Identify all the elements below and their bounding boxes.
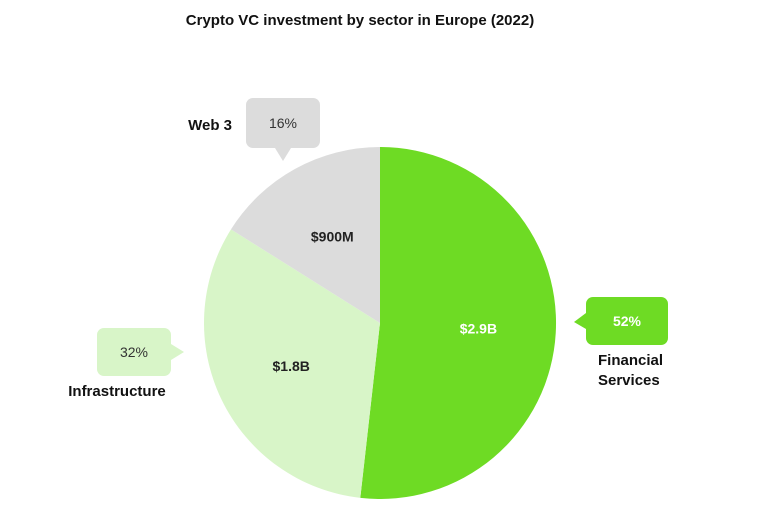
chart-title: Crypto VC investment by sector in Europe… <box>185 12 535 29</box>
callout-tail-financial-services <box>574 313 586 329</box>
callout-infrastructure: 32% Infrastructure <box>68 328 184 400</box>
slice-value-label-infrastructure: $1.8B <box>273 358 310 374</box>
pie-slice-web-3 <box>230 147 380 323</box>
pie-slice-financial-services <box>360 146 557 499</box>
callout-bubble-financial-services <box>586 297 668 345</box>
callout-financial-services: 52% Financial Services <box>574 297 668 389</box>
category-label-financial-services-line-2: Services <box>598 372 660 389</box>
percent-label-infrastructure: 32% <box>120 344 148 360</box>
callout-tail-infrastructure <box>171 344 184 360</box>
callout-web-3: 16% Web 3 <box>188 98 320 161</box>
callout-bubble-infrastructure <box>97 328 171 376</box>
category-label-infrastructure: Infrastructure <box>68 383 166 400</box>
percent-label-financial-services: 52% <box>613 313 642 329</box>
slice-value-label-web-3: $900M <box>311 229 354 245</box>
category-label-web-3: Web 3 <box>188 117 232 134</box>
callout-tail-web-3 <box>275 148 291 161</box>
percent-label-web-3: 16% <box>269 115 297 131</box>
category-label-financial-services-line-1: Financial <box>598 352 663 369</box>
pie-slice-infrastructure <box>204 229 380 498</box>
slice-value-label-financial-services: $2.9B <box>460 321 497 337</box>
callout-bubble-web-3 <box>246 98 320 148</box>
